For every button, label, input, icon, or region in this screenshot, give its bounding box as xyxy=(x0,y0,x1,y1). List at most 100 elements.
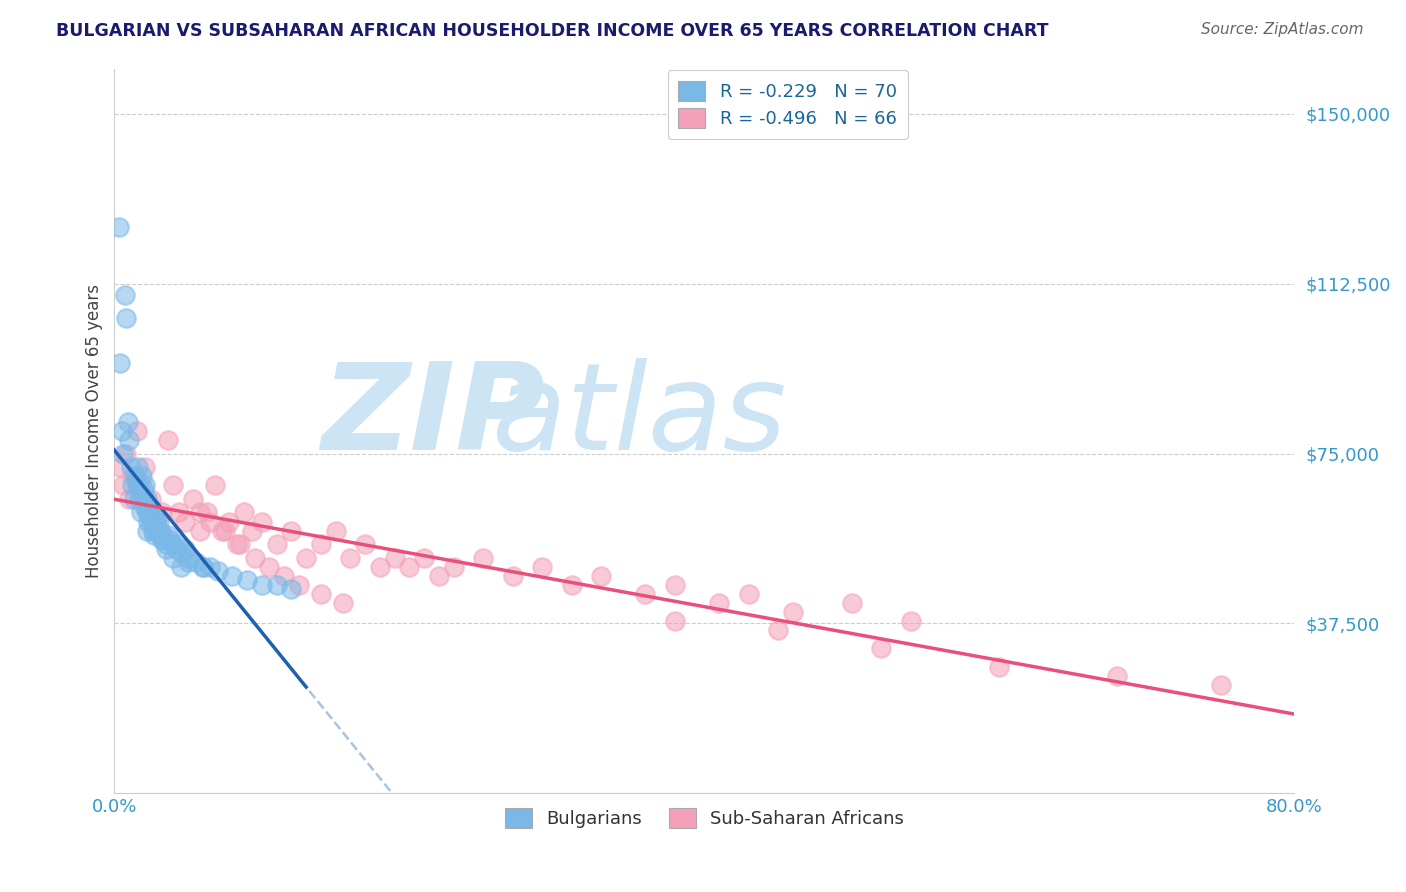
Point xyxy=(664,578,686,592)
Point xyxy=(165,541,187,556)
Point xyxy=(225,537,247,551)
Point xyxy=(127,460,149,475)
Point xyxy=(114,288,136,302)
Point xyxy=(150,506,173,520)
Point xyxy=(443,559,465,574)
Point xyxy=(141,500,163,515)
Point xyxy=(149,528,172,542)
Point xyxy=(112,478,135,492)
Point xyxy=(117,415,139,429)
Point xyxy=(129,506,152,520)
Point xyxy=(145,515,167,529)
Point xyxy=(159,533,181,547)
Point xyxy=(125,474,148,488)
Point xyxy=(128,491,150,506)
Point xyxy=(218,515,240,529)
Point xyxy=(138,515,160,529)
Point xyxy=(129,478,152,492)
Point xyxy=(177,550,200,565)
Point xyxy=(309,587,332,601)
Point xyxy=(325,524,347,538)
Point xyxy=(988,659,1011,673)
Point xyxy=(121,469,143,483)
Point xyxy=(143,528,166,542)
Point xyxy=(125,478,148,492)
Text: Source: ZipAtlas.com: Source: ZipAtlas.com xyxy=(1201,22,1364,37)
Point xyxy=(134,500,156,515)
Point xyxy=(141,491,163,506)
Point xyxy=(156,528,179,542)
Point xyxy=(384,550,406,565)
Text: ZIP: ZIP xyxy=(322,358,546,475)
Point xyxy=(132,483,155,497)
Y-axis label: Householder Income Over 65 years: Householder Income Over 65 years xyxy=(86,284,103,578)
Point xyxy=(204,478,226,492)
Point xyxy=(214,524,236,538)
Point xyxy=(148,515,170,529)
Point xyxy=(250,578,273,592)
Point xyxy=(900,614,922,628)
Point xyxy=(870,641,893,656)
Point xyxy=(134,460,156,475)
Point xyxy=(188,524,211,538)
Point xyxy=(280,582,302,597)
Point xyxy=(266,537,288,551)
Point xyxy=(368,559,391,574)
Point xyxy=(152,533,174,547)
Point xyxy=(128,483,150,497)
Point xyxy=(125,424,148,438)
Point xyxy=(288,578,311,592)
Point xyxy=(145,515,167,529)
Point xyxy=(115,447,138,461)
Point xyxy=(145,515,167,529)
Point xyxy=(135,524,157,538)
Point xyxy=(139,506,162,520)
Point xyxy=(112,447,135,461)
Point xyxy=(398,559,420,574)
Point xyxy=(266,578,288,592)
Point xyxy=(122,491,145,506)
Point xyxy=(339,550,361,565)
Point xyxy=(143,515,166,529)
Point xyxy=(110,356,132,370)
Point xyxy=(841,596,863,610)
Point xyxy=(211,524,233,538)
Point xyxy=(229,537,252,551)
Point xyxy=(502,569,524,583)
Point xyxy=(531,559,554,574)
Point xyxy=(108,220,131,235)
Point xyxy=(413,550,436,565)
Point xyxy=(591,569,613,583)
Point xyxy=(170,559,193,574)
Point xyxy=(162,537,184,551)
Point xyxy=(259,559,281,574)
Point xyxy=(150,533,173,547)
Point xyxy=(155,541,177,556)
Point xyxy=(207,565,229,579)
Point xyxy=(174,515,197,529)
Point xyxy=(142,510,165,524)
Point xyxy=(120,460,142,475)
Point xyxy=(118,491,141,506)
Point xyxy=(200,559,222,574)
Point xyxy=(162,550,184,565)
Point xyxy=(766,624,789,638)
Point xyxy=(139,500,162,515)
Point xyxy=(169,506,191,520)
Point xyxy=(141,515,163,529)
Point xyxy=(111,424,134,438)
Point xyxy=(115,310,138,325)
Point xyxy=(233,506,256,520)
Point xyxy=(1107,668,1129,682)
Point xyxy=(1209,678,1232,692)
Point xyxy=(138,506,160,520)
Point xyxy=(354,537,377,551)
Point xyxy=(295,550,318,565)
Point xyxy=(146,524,169,538)
Point xyxy=(240,524,263,538)
Point xyxy=(131,469,153,483)
Point xyxy=(172,546,194,560)
Point xyxy=(152,528,174,542)
Point xyxy=(135,491,157,506)
Point xyxy=(174,541,197,556)
